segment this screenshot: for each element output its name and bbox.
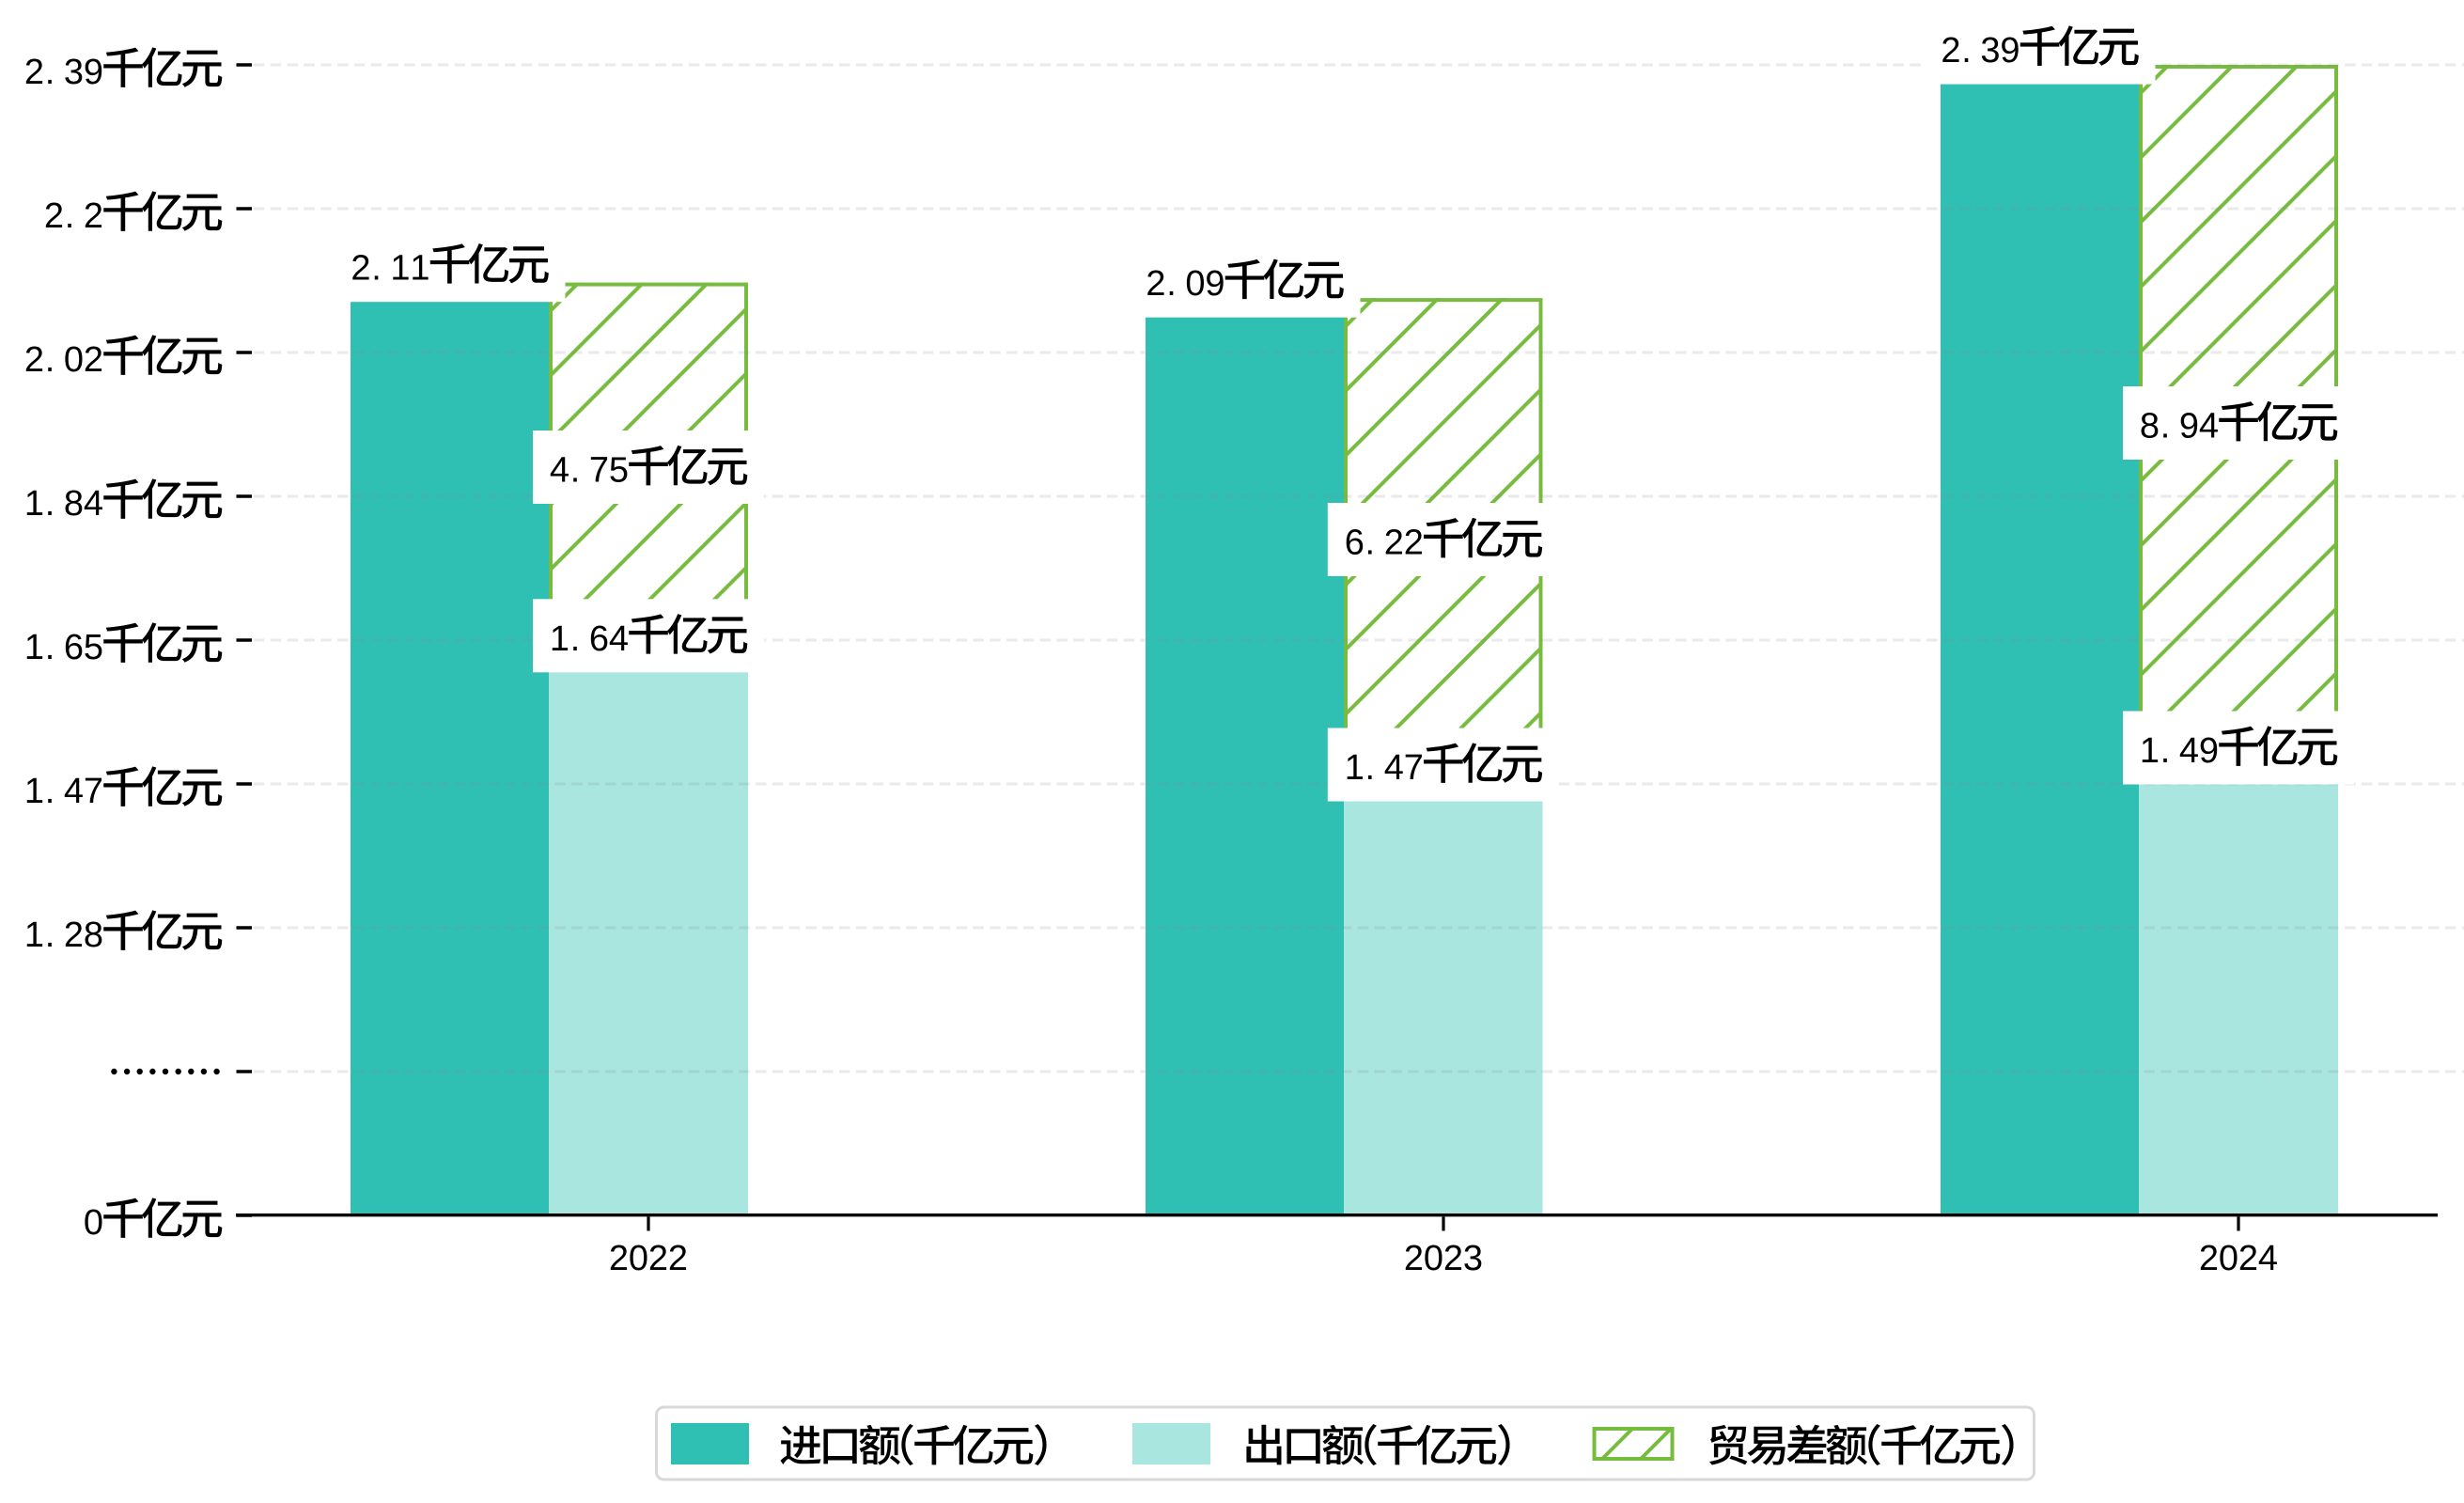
svg-text:5: 5 [609,451,629,491]
svg-text:.: . [570,451,581,491]
svg-text:4: 4 [64,772,84,811]
svg-text:.: . [1365,524,1376,563]
svg-text:0: 0 [2219,1239,2238,1278]
svg-text:1: 1 [390,249,410,289]
svg-text:2: 2 [648,1239,668,1278]
svg-text:1: 1 [550,619,569,659]
svg-text:2: 2 [1443,1239,1463,1278]
svg-text:3: 3 [64,53,84,92]
svg-text:.: . [65,196,75,236]
svg-text:2: 2 [609,1239,629,1278]
svg-text:1: 1 [24,916,44,955]
svg-text:0: 0 [84,1203,103,1243]
svg-text:2: 2 [1404,524,1424,563]
svg-text:.: . [45,340,55,380]
svg-text:4: 4 [609,619,629,659]
svg-text:4: 4 [1384,748,1404,788]
svg-text:6: 6 [1345,524,1365,563]
svg-text:3: 3 [1463,1239,1483,1278]
svg-text:9: 9 [1205,264,1224,304]
svg-text:.: . [2160,407,2171,446]
svg-text:4: 4 [550,451,569,491]
svg-text:6: 6 [589,619,609,659]
svg-text:2: 2 [351,249,370,289]
svg-text:4: 4 [2258,1239,2278,1278]
svg-text:2: 2 [84,340,103,380]
svg-text:.: . [45,628,55,667]
svg-text:2: 2 [24,340,44,380]
svg-text:.: . [45,916,55,955]
svg-text:8: 8 [64,484,84,524]
svg-text:8: 8 [84,916,103,955]
svg-text:1: 1 [24,484,44,524]
svg-text:.: . [2160,731,2171,771]
svg-text:6: 6 [64,628,84,667]
svg-text:.: . [45,53,55,92]
svg-text:2: 2 [24,53,44,92]
svg-text:2: 2 [44,196,64,236]
svg-text:2: 2 [1146,264,1165,304]
svg-text:1: 1 [24,628,44,667]
svg-text:1: 1 [410,249,429,289]
svg-text:0: 0 [629,1239,648,1278]
svg-text:.: . [1961,31,1972,70]
svg-text:8: 8 [2140,407,2160,446]
svg-text:0: 0 [64,340,84,380]
svg-text:1: 1 [1345,748,1365,788]
svg-text:9: 9 [2199,731,2219,771]
svg-text:1: 1 [2140,731,2160,771]
svg-text:.: . [1365,748,1376,788]
svg-text:2: 2 [1384,524,1404,563]
svg-text:7: 7 [1404,748,1424,788]
svg-text:9: 9 [84,53,103,92]
svg-text:9: 9 [2179,407,2199,446]
svg-text:.: . [45,772,55,811]
svg-text:.: . [570,619,581,659]
svg-text:1: 1 [24,772,44,811]
svg-text:2: 2 [84,196,103,236]
svg-text:2: 2 [1941,31,1960,70]
svg-text:7: 7 [589,451,609,491]
svg-text:4: 4 [2179,731,2199,771]
svg-text:.: . [371,249,382,289]
svg-text:0: 0 [1424,1239,1443,1278]
svg-text:3: 3 [1980,31,2000,70]
svg-text:0: 0 [1185,264,1205,304]
svg-text:2: 2 [2238,1239,2258,1278]
svg-text:4: 4 [2199,407,2219,446]
svg-text:2: 2 [2199,1239,2219,1278]
svg-text:2: 2 [668,1239,688,1278]
svg-text:9: 9 [2000,31,2020,70]
svg-text:.: . [1166,264,1177,304]
svg-text:5: 5 [84,628,103,667]
svg-text:.: . [45,484,55,524]
svg-text:2: 2 [64,916,84,955]
svg-text:4: 4 [84,484,103,524]
svg-text:7: 7 [84,772,103,811]
svg-text:2: 2 [1404,1239,1424,1278]
